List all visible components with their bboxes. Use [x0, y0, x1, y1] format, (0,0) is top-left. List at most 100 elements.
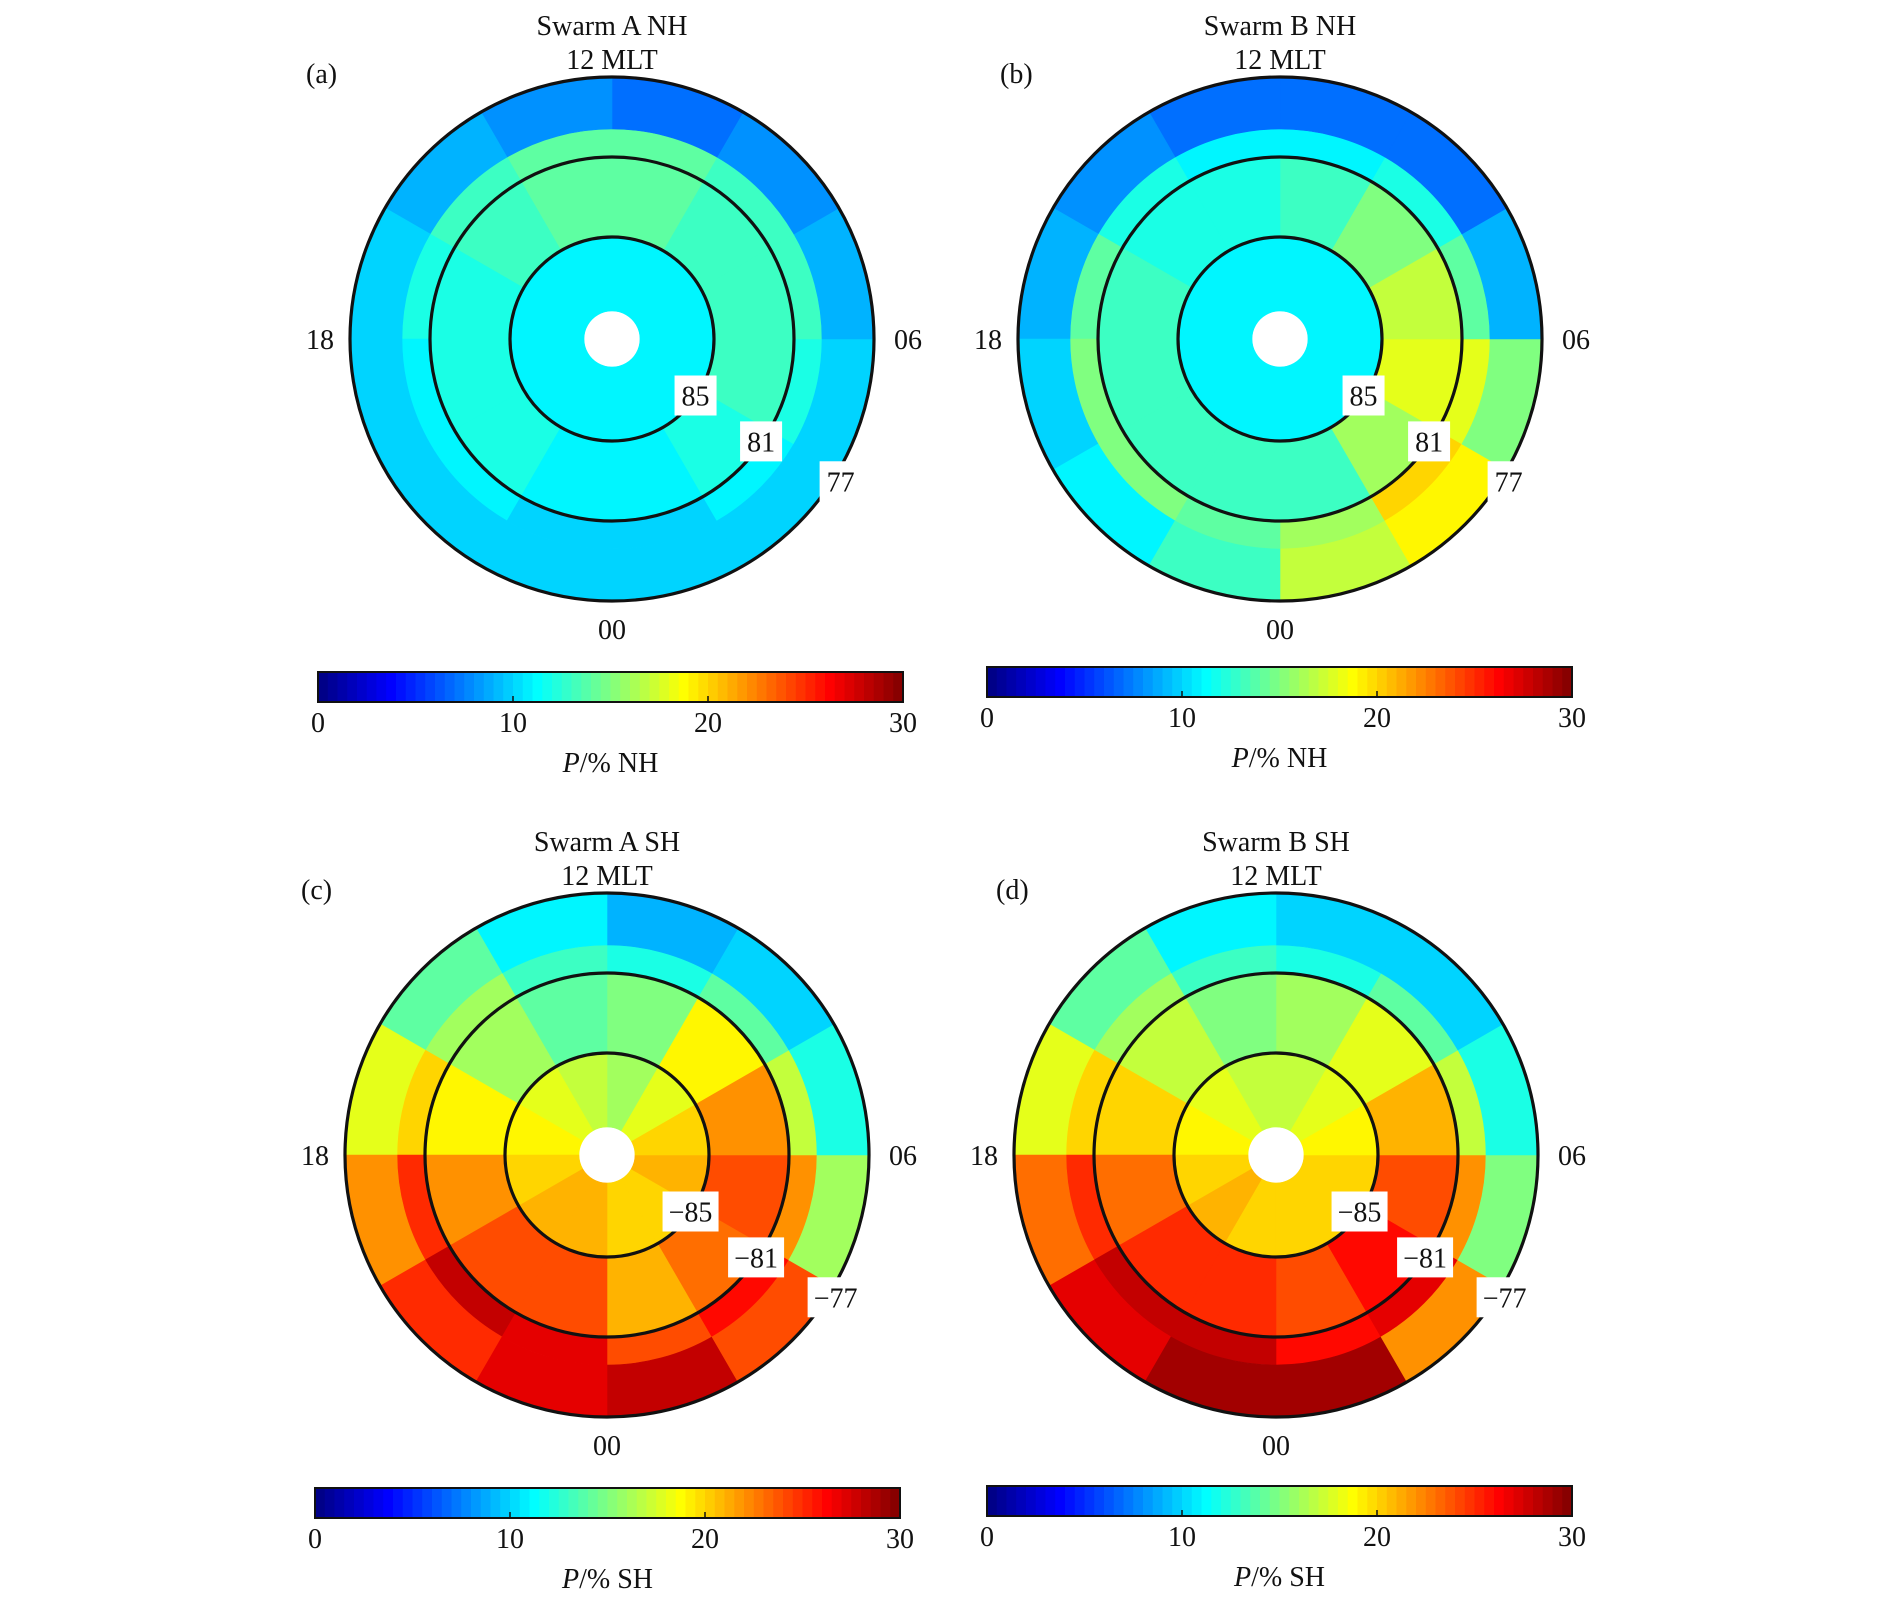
colorbar-segment — [376, 672, 387, 702]
colorbar-segment — [1318, 667, 1329, 697]
colorbar-segment — [1230, 667, 1242, 697]
colorbar-segment — [737, 672, 748, 702]
outer-circle — [1016, 75, 1544, 603]
colorbar-segment — [1211, 1486, 1222, 1516]
panel-title: Swarm B NH — [1204, 11, 1356, 42]
colorbar-segment — [363, 1488, 375, 1518]
colorbar-segment — [815, 672, 826, 702]
colorbar-segment — [610, 672, 621, 702]
colorbar-segment — [1464, 667, 1476, 697]
colorbar-tick-label: 20 — [691, 1524, 719, 1555]
colorbar-segment — [552, 672, 563, 702]
colorbar-tick-label: 10 — [499, 708, 527, 739]
lat-circle — [1092, 971, 1460, 1339]
colorbar-tick-label: 30 — [886, 1524, 914, 1555]
colorbar-segment — [1250, 1486, 1261, 1516]
colorbar-segment — [695, 1488, 706, 1518]
colorbar-segment — [646, 1488, 657, 1518]
mlt-label-top: 12 MLT — [1230, 861, 1322, 892]
colorbar-segment — [532, 672, 543, 702]
colorbar-segment — [366, 672, 378, 702]
mlt-label-top: 12 MLT — [561, 861, 653, 892]
colorbar-segment — [685, 1488, 696, 1518]
lat-label-box — [819, 461, 862, 502]
colorbar-segment — [1445, 1486, 1456, 1516]
colorbar-segment — [1289, 1486, 1300, 1516]
panel-letter: (d) — [996, 875, 1029, 906]
colorbar-segment — [841, 1488, 852, 1518]
colorbar-segment — [588, 1488, 599, 1518]
colorbar-tick-label: 30 — [1558, 1522, 1586, 1553]
mlt-label-left: 18 — [301, 1141, 329, 1172]
colorbar-segment — [639, 672, 651, 702]
colorbar-tick-label: 20 — [1363, 703, 1391, 734]
colorbar-segment — [1435, 667, 1446, 697]
colorbar-segment — [1533, 1486, 1544, 1516]
colorbar-segment — [1338, 667, 1349, 697]
colorbar-tick-label: 20 — [1363, 1522, 1391, 1553]
colorbar-segment — [1279, 667, 1290, 697]
lat-label-box — [1397, 1237, 1454, 1278]
lat-label-box — [728, 1237, 785, 1278]
lat-label-box — [740, 421, 783, 462]
colorbar-segment — [1299, 1486, 1310, 1516]
colorbar-segment — [861, 1488, 872, 1518]
colorbar-segment — [383, 1488, 394, 1518]
colorbar-segment — [1172, 667, 1183, 697]
lat-label: 77 — [1495, 467, 1523, 498]
colorbar-segment — [1328, 1486, 1339, 1516]
colorbar-segment — [649, 672, 660, 702]
colorbar-segment — [1113, 1486, 1125, 1516]
colorbar-segment — [854, 672, 865, 702]
colorbar-label-unit: /% NH — [580, 748, 659, 779]
colorbar-segment — [880, 1488, 891, 1518]
lat-circle — [423, 971, 791, 1339]
colorbar-segment — [396, 672, 407, 702]
colorbar-segment — [1123, 667, 1134, 697]
colorbar-frame — [314, 1487, 901, 1519]
colorbar-segment — [539, 1488, 550, 1518]
colorbar-segment — [581, 672, 592, 702]
colorbar-segment — [744, 1488, 755, 1518]
lat-circle — [508, 235, 716, 443]
colorbar-segment — [1542, 1486, 1554, 1516]
colorbar-segment — [1406, 667, 1417, 697]
colorbar-segment — [1094, 667, 1105, 697]
colorbar-segment — [822, 1488, 833, 1518]
colorbar-segment — [357, 672, 368, 702]
colorbar-segment — [334, 1488, 345, 1518]
mlt-label-top: 12 MLT — [566, 45, 658, 76]
colorbar-segment — [1221, 1486, 1232, 1516]
colorbar-segment — [607, 1488, 618, 1518]
colorbar-segment — [659, 672, 670, 702]
mlt-label-left: 18 — [970, 1141, 998, 1172]
lat-circle — [1096, 155, 1464, 523]
lat-label: −77 — [1483, 1283, 1527, 1314]
colorbar-segment — [415, 672, 426, 702]
colorbar-segment — [1045, 667, 1056, 697]
colorbar-segment — [1338, 1486, 1349, 1516]
colorbar-segment — [688, 672, 699, 702]
colorbar-segment — [1269, 667, 1281, 697]
panel-title: Swarm A NH — [537, 11, 688, 42]
colorbar-segment — [393, 1488, 404, 1518]
colorbar-segment — [1533, 667, 1544, 697]
colorbar-segment — [1484, 1486, 1495, 1516]
colorbar-segment — [405, 672, 417, 702]
colorbar-segment — [1308, 667, 1320, 697]
colorbar-segment — [1357, 1486, 1368, 1516]
colorbar-segment — [756, 672, 768, 702]
colorbar-segment — [1494, 1486, 1505, 1516]
colorbar-segment — [542, 672, 553, 702]
pole-marker — [1260, 319, 1300, 359]
colorbar-segment — [347, 672, 358, 702]
colorbar-segment — [315, 1488, 326, 1518]
colorbar-segment — [893, 672, 904, 702]
colorbar-segment — [1455, 667, 1466, 697]
colorbar-segment — [1094, 1486, 1105, 1516]
colorbar-segment — [571, 672, 582, 702]
